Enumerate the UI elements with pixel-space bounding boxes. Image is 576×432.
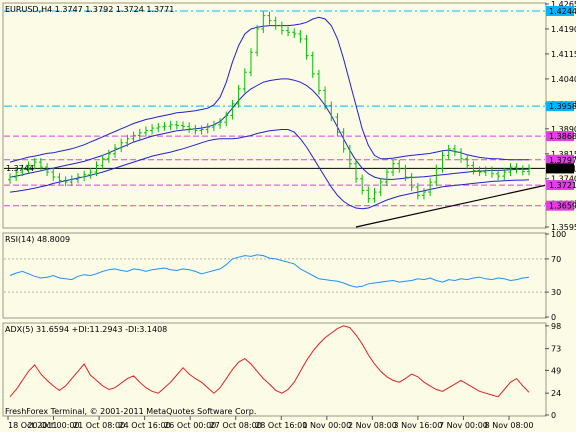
rsi-line	[9, 254, 530, 288]
bollinger-middle-band	[9, 78, 530, 180]
price-ytick-label: 1.4265	[551, 0, 576, 9]
price-level-marker	[546, 180, 574, 191]
adx-ytick-label: 73	[551, 345, 561, 354]
price-level-label: 1.3659	[549, 202, 576, 211]
price-level-marker	[546, 200, 574, 211]
adx-ytick-label: 0	[551, 411, 556, 420]
price-level-label: 1.3721	[549, 181, 576, 190]
x-tick-label: 3 Nov 16:00	[393, 421, 442, 430]
bollinger-upper-band	[9, 16, 529, 163]
x-tick-label: 1 Nov 00:00	[302, 421, 351, 430]
adx-line	[9, 325, 530, 398]
price-level-label: 1.3797	[549, 156, 576, 165]
price-level-label: 1.4244	[549, 7, 576, 16]
x-tick-label: 7 Nov 00:00	[439, 421, 488, 430]
adx-ytick-label: 98	[551, 322, 561, 331]
price-level-marker	[546, 5, 574, 16]
adx-panel[interactable]	[2, 322, 547, 417]
adx-ytick-label: 24	[551, 389, 561, 398]
rsi-panel-title: RSI(14) 48.8009	[5, 235, 70, 244]
x-tick-label: 20 Oct 00:00	[27, 421, 79, 430]
price-level-marker	[546, 154, 574, 165]
rsi-ytick-label: 100	[551, 230, 566, 239]
x-tick-label: 18 Oct 2011	[8, 421, 57, 430]
price-level-marker	[546, 131, 574, 142]
rsi-panel[interactable]	[2, 232, 547, 319]
price-ytick-label: 1.4115	[551, 50, 576, 59]
x-tick-label: 24 Oct 16:00	[119, 421, 171, 430]
adx-ytick-label: 49	[551, 366, 561, 375]
price-ytick-label: 1.3740	[551, 175, 576, 184]
price-ytick-label: 1.4040	[551, 75, 576, 84]
footer-copyright: FreshForex Terminal, © 2001-2011 MetaQuo…	[5, 407, 256, 416]
bid-label: 1.3744	[6, 164, 34, 173]
adx-panel-title: ADX(5) 31.6594 +DI:11.2943 -DI:3.1408	[5, 325, 167, 334]
rsi-ytick-label: 30	[551, 288, 561, 297]
x-tick-label: 21 Oct 08:00	[73, 421, 125, 430]
trendline	[355, 184, 546, 228]
price-ytick-label: 1.3890	[551, 125, 576, 134]
x-tick-label: 2 Nov 08:00	[348, 421, 397, 430]
x-tick-label: 28 Oct 16:00	[255, 421, 307, 430]
price-level-marker	[546, 163, 574, 174]
price-panel[interactable]	[2, 2, 547, 229]
x-tick-label: 27 Oct 08:00	[210, 421, 262, 430]
rsi-ytick-label: 70	[551, 255, 561, 264]
price-ytick-label: 1.4190	[551, 25, 576, 34]
rsi-ytick-label: 0	[551, 313, 556, 322]
price-level-marker	[546, 101, 574, 112]
x-tick-label: 26 Oct 00:00	[164, 421, 216, 430]
price-level-label: 1.3958	[549, 102, 576, 111]
x-tick-label: 8 Nov 08:00	[485, 421, 534, 430]
price-panel-title: EURUSD,H4 1.3747 1.3792 1.3724 1.3771	[5, 5, 174, 14]
price-ytick-label: 1.3595	[551, 223, 576, 232]
price-level-label: 1.3771	[549, 164, 576, 173]
price-ytick-label: 1.3815	[551, 150, 576, 159]
price-level-label: 1.3868	[549, 132, 576, 141]
